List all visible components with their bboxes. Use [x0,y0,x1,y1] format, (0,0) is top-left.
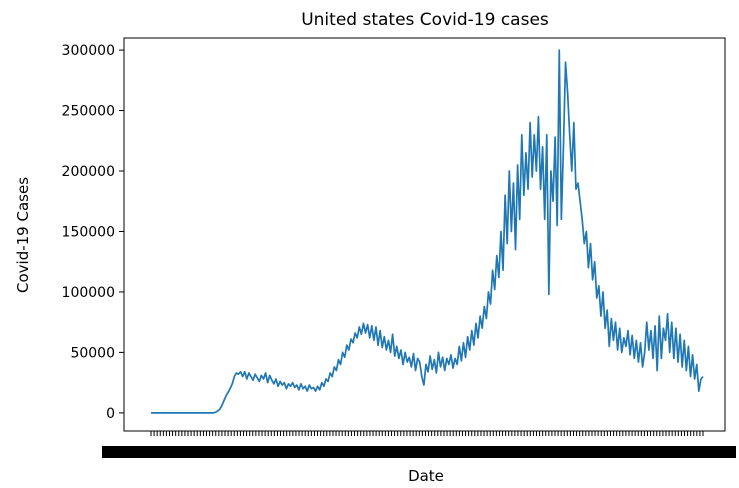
plot-area [151,49,704,414]
chart-title: United states Covid-19 cases [301,10,549,30]
y-tick-label: 0 [106,406,115,422]
y-tick-label: 200000 [62,164,115,180]
y-tick-label: 50000 [70,345,115,361]
y-tick-label: 100000 [62,285,115,301]
y-axis-ticks: 0 50000 100000 150000 200000 250000 300000 [62,43,124,422]
axes-frame [123,37,726,432]
y-axis-label: Covid-19 Cases [14,177,32,293]
y-tick-label: 250000 [62,104,115,120]
covid-cases-line [151,49,704,414]
x-tick-label-band [102,446,736,458]
x-axis-label: Date [408,467,444,485]
y-tick-label: 300000 [62,43,115,59]
y-tick-label: 150000 [62,224,115,240]
x-axis-ticks [102,431,736,458]
